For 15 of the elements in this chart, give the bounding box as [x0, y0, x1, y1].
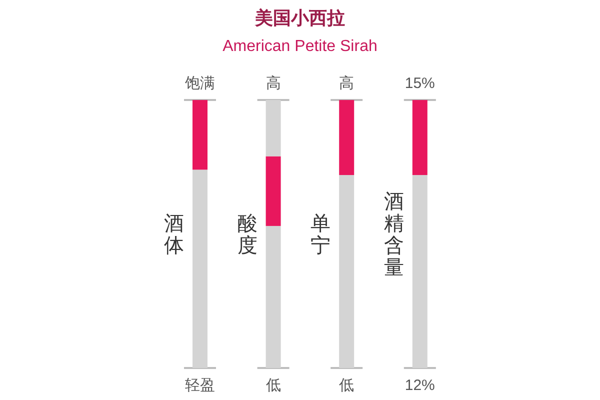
text: 15%	[404, 75, 435, 92]
x-tick-label: 酒精含量	[384, 191, 404, 279]
text: 轻盈	[185, 377, 215, 394]
chart-subtitle: American Petite Sirah	[222, 38, 378, 55]
x-tick-label: 酸度	[237, 213, 258, 257]
x-tick-label: 单宁	[310, 213, 331, 257]
text: 低	[339, 377, 354, 394]
text: 低	[266, 377, 281, 394]
text: 饱满	[184, 75, 215, 92]
x-tick-label: 酒体	[164, 213, 184, 257]
text: 12%	[404, 377, 435, 394]
chart-title: 美国小西拉	[254, 8, 345, 28]
text: 高	[266, 75, 281, 92]
text: 高	[339, 75, 354, 92]
bar	[266, 156, 281, 226]
